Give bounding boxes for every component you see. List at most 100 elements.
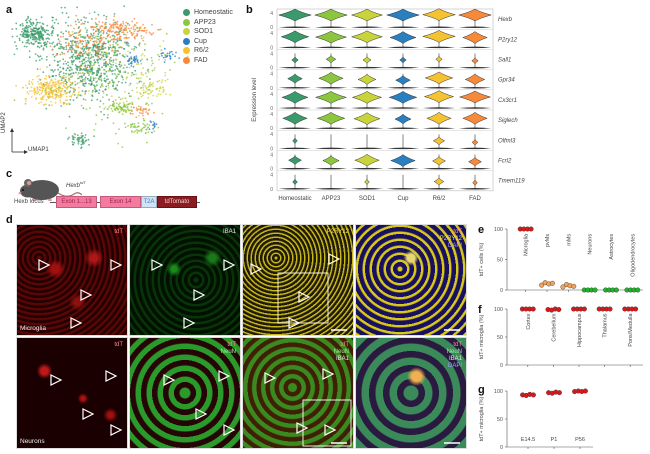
umap-point bbox=[46, 24, 49, 27]
umap-point bbox=[28, 90, 31, 92]
umap-point bbox=[99, 27, 101, 30]
umap-point bbox=[56, 87, 58, 90]
y-tick-label: 100 bbox=[494, 227, 503, 233]
umap-point bbox=[29, 30, 32, 33]
umap-point bbox=[38, 32, 41, 35]
umap-point bbox=[103, 23, 106, 25]
umap-point bbox=[97, 47, 99, 50]
umap-point bbox=[150, 64, 153, 67]
umap-point bbox=[115, 74, 118, 77]
umap-point bbox=[107, 41, 110, 44]
umap-point bbox=[87, 49, 90, 51]
umap-point bbox=[133, 56, 136, 58]
umap-point bbox=[143, 124, 146, 126]
umap-point bbox=[128, 66, 131, 69]
umap-point bbox=[51, 92, 54, 95]
umap-point bbox=[89, 75, 92, 78]
umap-point bbox=[127, 125, 129, 127]
umap-point bbox=[50, 26, 53, 29]
umap-point bbox=[76, 40, 79, 43]
umap-point bbox=[104, 106, 107, 109]
umap-point bbox=[96, 44, 98, 47]
umap-point bbox=[47, 87, 50, 90]
umap-point bbox=[103, 41, 105, 43]
umap-point bbox=[132, 32, 135, 35]
umap-point bbox=[136, 59, 139, 62]
umap-point bbox=[48, 94, 50, 96]
umap-point bbox=[142, 110, 144, 112]
umap-point bbox=[81, 72, 84, 74]
umap-point bbox=[93, 84, 95, 87]
umap-point bbox=[85, 108, 88, 111]
umap-point bbox=[74, 20, 77, 23]
umap-point bbox=[49, 89, 52, 92]
umap-point bbox=[153, 68, 156, 71]
umap-point bbox=[62, 72, 65, 74]
umap-point bbox=[63, 85, 65, 88]
umap-point bbox=[40, 101, 43, 104]
umap-point bbox=[72, 72, 75, 75]
umap-point bbox=[78, 138, 81, 141]
umap-point bbox=[103, 14, 105, 17]
umap-point bbox=[73, 132, 76, 135]
umap-point bbox=[112, 59, 115, 62]
umap-point bbox=[60, 79, 63, 81]
umap-point bbox=[103, 51, 106, 54]
umap-point bbox=[158, 55, 161, 58]
umap-point bbox=[91, 18, 93, 20]
umap-point bbox=[88, 74, 90, 76]
umap-point bbox=[41, 26, 44, 29]
umap-point bbox=[164, 79, 167, 82]
umap-point bbox=[81, 90, 84, 92]
violin-ytick: 0 bbox=[270, 167, 273, 173]
umap-point bbox=[105, 70, 108, 73]
umap-point bbox=[67, 16, 70, 19]
umap-point bbox=[62, 81, 65, 84]
umap-point bbox=[75, 14, 78, 17]
umap-point bbox=[125, 77, 128, 80]
umap-point bbox=[42, 28, 45, 31]
umap-point bbox=[158, 58, 161, 61]
channel-labels: tdT NeuN IBA1 bbox=[334, 342, 349, 363]
violin-hexb-cup bbox=[385, 8, 421, 22]
umap-point bbox=[80, 75, 83, 78]
dot-plot-ylabel: tdT+ cells (%) bbox=[479, 242, 485, 276]
umap-point bbox=[132, 65, 135, 68]
umap-point bbox=[140, 93, 142, 96]
umap-point bbox=[141, 94, 144, 97]
umap-point bbox=[68, 136, 70, 139]
umap-point bbox=[142, 84, 144, 87]
umap-point bbox=[109, 68, 111, 71]
violin-sall1-r6-2 bbox=[435, 55, 443, 63]
umap-point bbox=[93, 129, 96, 131]
dot-plots: 0 50 100 tdT+ cells (%) Microglia pvMs mMs Neur… bbox=[479, 226, 643, 451]
umap-point bbox=[105, 61, 108, 63]
zoom-inset-box bbox=[277, 272, 329, 324]
umap-point bbox=[127, 72, 129, 75]
umap-point bbox=[140, 112, 143, 115]
violin-ytick: 0 bbox=[270, 66, 273, 72]
umap-point bbox=[99, 105, 101, 108]
umap-point bbox=[140, 130, 143, 133]
umap-point bbox=[159, 93, 162, 96]
violin-tmem119-sod1 bbox=[364, 178, 370, 186]
umap-point bbox=[87, 41, 89, 44]
umap-point bbox=[102, 85, 104, 88]
micrograph-caption: Microglia bbox=[20, 325, 47, 332]
umap-point bbox=[38, 102, 40, 105]
umap-point bbox=[135, 55, 138, 57]
umap-point bbox=[92, 36, 95, 39]
umap-point bbox=[125, 33, 127, 36]
umap-point bbox=[69, 69, 71, 72]
channel-labels: tdT NeuN IBA1 DAPI bbox=[447, 342, 462, 370]
umap-point bbox=[135, 26, 138, 29]
umap-point bbox=[122, 54, 125, 56]
umap-point bbox=[77, 66, 79, 69]
umap-point bbox=[134, 37, 136, 40]
umap-point bbox=[21, 23, 24, 25]
violin-p2ry12-fad bbox=[462, 31, 488, 44]
violin-olfml3-fad bbox=[471, 138, 479, 146]
umap-point bbox=[59, 53, 62, 56]
umap-point bbox=[152, 127, 155, 130]
umap-point bbox=[151, 59, 153, 62]
